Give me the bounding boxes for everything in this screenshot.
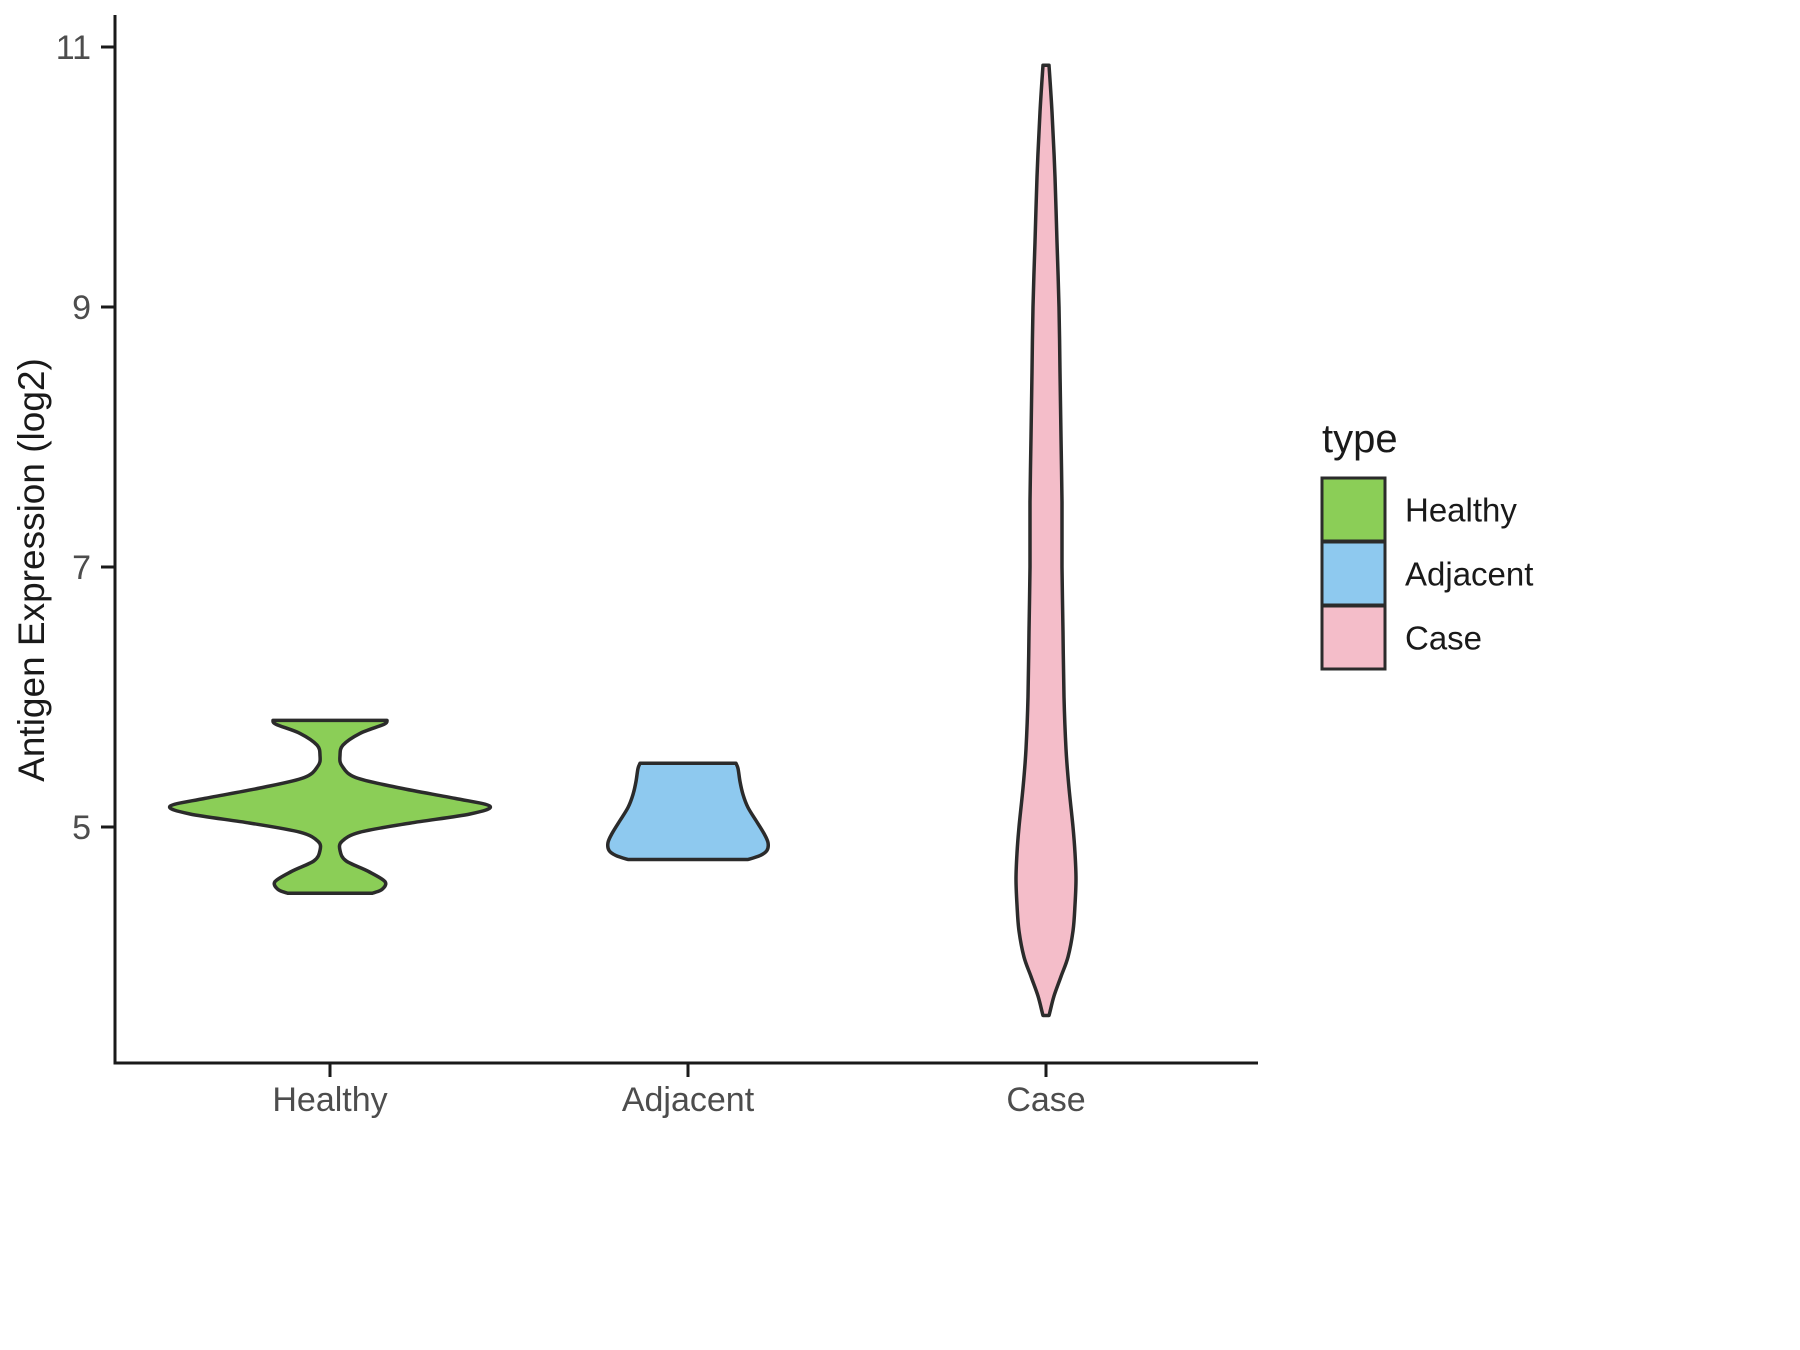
legend-label-case: Case [1405, 620, 1482, 657]
legend-key-case [1320, 604, 1387, 671]
legend-key-healthy [1320, 476, 1387, 543]
y-axis-title: Antigen Expression (log2) [11, 358, 52, 782]
violin-healthy [167, 718, 493, 896]
x-category-label-healthy: Healthy [272, 1081, 387, 1119]
y-tick-label: 11 [56, 29, 91, 67]
x-category-label-case: Case [1006, 1081, 1085, 1119]
x-category-label-adjacent: Adjacent [622, 1081, 755, 1119]
y-tick-label: 9 [72, 289, 91, 327]
legend-key-adjacent [1320, 540, 1387, 607]
legend-label-adjacent: Adjacent [1405, 556, 1533, 593]
legend-title: type [1322, 417, 1398, 461]
violin-case [1014, 63, 1078, 1018]
violin-adjacent [606, 761, 770, 862]
y-tick-label: 7 [72, 549, 91, 587]
legend-label-healthy: Healthy [1405, 492, 1517, 529]
y-tick-label: 5 [72, 809, 91, 847]
